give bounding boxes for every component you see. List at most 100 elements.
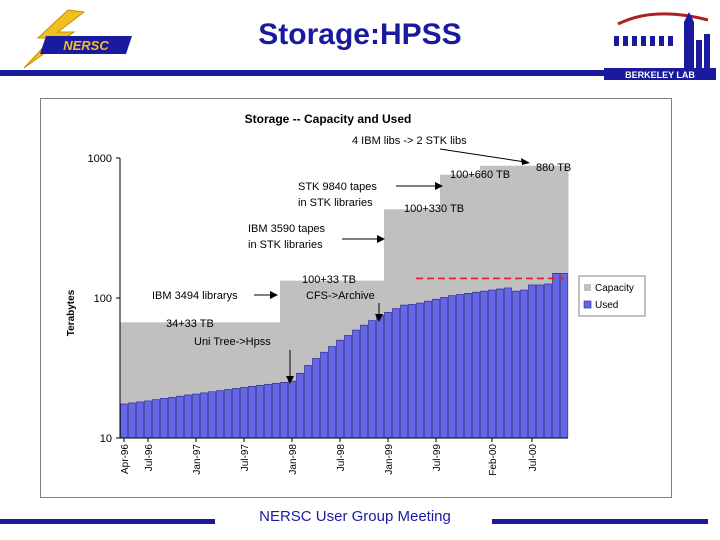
legend-label-capacity: Capacity — [595, 283, 634, 294]
used-bar — [384, 312, 392, 439]
annotation-880tb: 880 TB — [536, 162, 571, 174]
annotation-arrowhead — [435, 182, 443, 190]
used-bar — [304, 365, 312, 439]
used-bar — [192, 393, 200, 439]
legend-swatch-used — [583, 300, 592, 309]
nersc-logo: NERSC — [8, 8, 138, 72]
used-bar — [496, 288, 504, 439]
used-bar — [408, 304, 416, 439]
legend-label-used: Used — [595, 300, 618, 311]
used-bar — [272, 382, 280, 439]
used-bar — [416, 302, 424, 439]
annotation-arrowhead — [375, 314, 383, 322]
used-bar — [488, 289, 496, 439]
annotation-ibm3590-b: in STK libraries — [248, 239, 323, 251]
used-bar — [320, 351, 328, 439]
x-tick-label: Jul-99 — [432, 444, 443, 472]
used-bar — [136, 401, 144, 439]
page-title: Storage:HPSS — [258, 18, 462, 51]
used-bar — [376, 315, 384, 439]
used-bar — [472, 291, 480, 439]
footer-text: NERSC User Group Meeting — [259, 508, 451, 525]
annotation-arrowhead — [377, 235, 385, 243]
annotation-cfs-archive: CFS->Archive — [306, 290, 375, 302]
used-bar — [400, 304, 408, 439]
x-tick-label: Jul-96 — [144, 444, 155, 472]
used-bar — [120, 403, 128, 439]
used-bar — [432, 298, 440, 439]
used-bar — [248, 386, 256, 439]
x-tick-label: Feb-00 — [488, 444, 499, 476]
legend-swatch-capacity — [584, 284, 591, 291]
legend: Capacity Used — [578, 275, 646, 317]
used-bar — [352, 329, 360, 439]
annotation-4ibm: 4 IBM libs -> 2 STK libs — [352, 135, 467, 147]
used-bar — [152, 399, 160, 439]
berkeley-lab-logo-text: BERKELEY LAB — [625, 70, 695, 80]
used-bar — [440, 297, 448, 439]
annotation-unitree: Uni Tree->Hpss — [194, 336, 271, 348]
used-bar — [544, 283, 552, 439]
used-bar — [528, 284, 536, 439]
used-bar — [224, 389, 232, 439]
y-tick-label: 10 — [100, 433, 112, 445]
footer-divider-left — [0, 519, 215, 524]
annotations: 4 IBM libs -> 2 STK libs 880 TB 100+660 … — [152, 135, 571, 384]
used-bar — [464, 293, 472, 439]
used-bar — [312, 358, 320, 439]
annotation-arrowhead — [521, 158, 530, 165]
nersc-logo-text: NERSC — [63, 38, 109, 53]
y-tick-label: 1000 — [88, 153, 112, 165]
used-bar — [424, 300, 432, 439]
used-bar — [168, 397, 176, 439]
used-bar — [552, 273, 560, 439]
x-tick-label: Jan-98 — [288, 444, 299, 475]
annotation-stk9840-b: in STK libraries — [298, 197, 373, 209]
annotation-stk9840-a: STK 9840 tapes — [298, 181, 377, 193]
used-bar — [144, 400, 152, 439]
annotation-34-33: 34+33 TB — [166, 318, 214, 330]
used-bar — [288, 380, 296, 439]
used-bar — [456, 294, 464, 439]
used-bar — [176, 395, 184, 439]
x-tick-label: Apr-96 — [120, 444, 131, 474]
used-bar — [264, 383, 272, 439]
x-tick-label: Jul-98 — [336, 444, 347, 472]
title-divider — [0, 70, 605, 76]
used-bar — [368, 320, 376, 439]
used-bar — [200, 392, 208, 439]
used-bar — [328, 346, 336, 439]
berkeley-lab-logo: BERKELEY LAB — [604, 10, 716, 82]
used-bar — [536, 284, 544, 439]
used-bar — [296, 372, 304, 439]
annotation-ibm3590-a: IBM 3590 tapes — [248, 223, 326, 235]
annotation-arrowhead — [270, 291, 278, 299]
used-bar — [512, 290, 520, 439]
storage-chart: Storage -- Capacity and Used 10 100 1000 Ap… — [40, 98, 672, 498]
used-bar — [128, 402, 136, 439]
used-bar — [344, 335, 352, 439]
annotation-100-33: 100+33 TB — [302, 274, 356, 286]
used-bar — [504, 287, 512, 439]
annotation-arrow — [439, 148, 526, 163]
used-bar — [240, 387, 248, 439]
x-tick-label: Jul-97 — [240, 444, 251, 472]
used-bar — [560, 273, 568, 439]
x-tick-label: Jan-99 — [384, 444, 395, 475]
used-bar — [184, 394, 192, 439]
x-tick-label: Jan-97 — [192, 444, 203, 475]
used-bar — [520, 289, 528, 439]
footer-divider-right — [492, 519, 708, 524]
axes: 10 100 1000 Apr-96 Jul-96 Jan-97 Jul-97 Jan-98 J… — [88, 153, 568, 476]
used-bar — [280, 381, 288, 439]
used-bar — [216, 390, 224, 439]
used-bar — [480, 290, 488, 439]
annotation-arrowhead — [286, 376, 294, 384]
annotation-ibm3494: IBM 3494 librarys — [152, 290, 238, 302]
annotation-100-660: 100+660 TB — [450, 169, 510, 181]
used-bar — [232, 388, 240, 439]
annotation-100-330: 100+330 TB — [404, 203, 464, 215]
used-bar — [360, 324, 368, 439]
used-bar — [208, 391, 216, 439]
chart-title: Storage -- Capacity and Used — [245, 112, 412, 126]
